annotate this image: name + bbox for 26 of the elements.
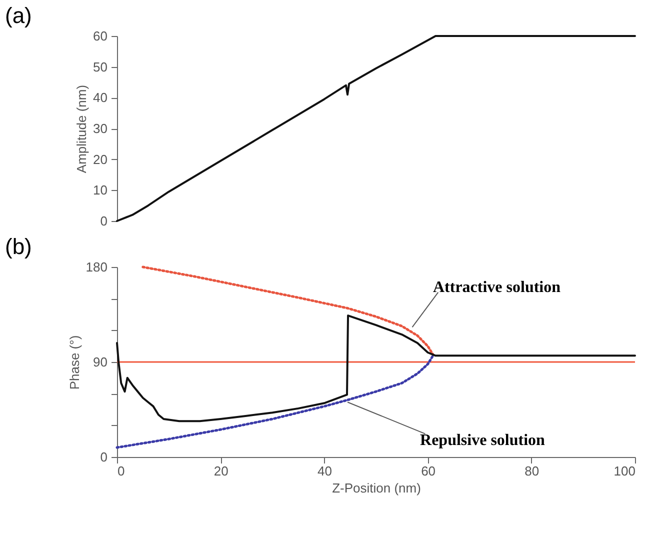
annotation: Repulsive solution: [420, 432, 546, 450]
y-tick-label: 50: [93, 59, 108, 74]
line-series: [116, 314, 636, 422]
line-series: [116, 35, 636, 222]
y-tick-label: 60: [93, 28, 108, 44]
x-axis-title: Z-Position (nm): [332, 480, 421, 496]
y-axis-title: Amplitude (nm): [74, 84, 90, 174]
y-axis-title: Phase (°): [66, 335, 82, 390]
y-tick-label: 0: [100, 450, 108, 464]
y-tick-label: 40: [93, 90, 108, 106]
annotation: Attractive solution: [432, 279, 561, 296]
chart-title: (b): [5, 234, 32, 259]
x-tick-label: 80: [524, 464, 540, 478]
x-tick-label: 60: [421, 464, 436, 478]
line-series: [142, 266, 434, 356]
y-tick-label: 20: [93, 152, 108, 167]
chart-title: (a): [5, 3, 32, 28]
x-tick-label: 0: [118, 464, 125, 478]
y-tick-label: 0: [100, 214, 108, 228]
y-tick-label: 10: [93, 182, 108, 198]
y-tick-label: 180: [86, 260, 108, 274]
x-tick-label: 20: [214, 464, 228, 478]
x-tick-label: 100: [614, 464, 636, 478]
x-tick-label: 40: [317, 464, 332, 478]
y-tick-label: 90: [93, 354, 108, 370]
y-tick-label: 30: [93, 121, 108, 136]
